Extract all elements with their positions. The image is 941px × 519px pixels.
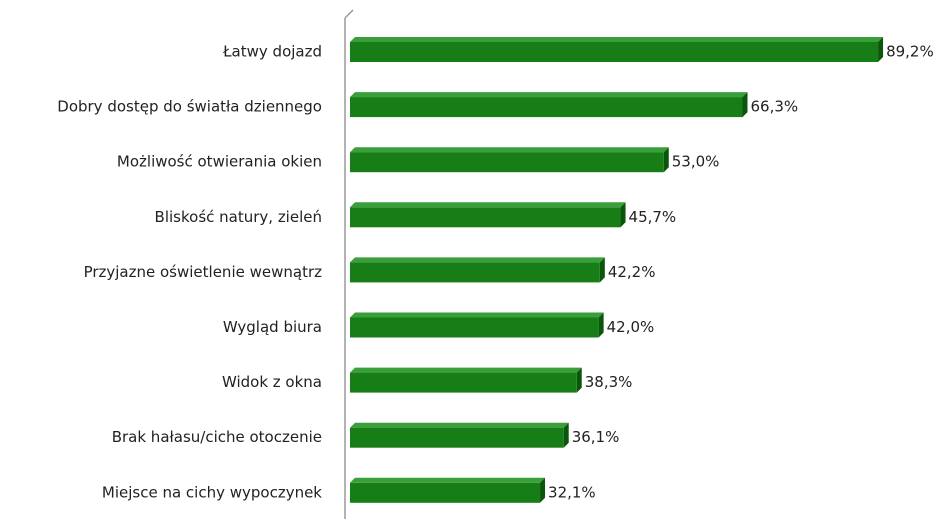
bar-side [599, 257, 605, 283]
value-label: 42,2% [608, 263, 656, 281]
value-label: 53,0% [672, 153, 720, 171]
value-label: 89,2% [886, 43, 934, 61]
bar [350, 207, 621, 228]
bar-top [350, 477, 546, 483]
bar-side [598, 312, 604, 338]
bar-side [663, 147, 669, 173]
bar-top [350, 92, 748, 98]
bar-top [350, 312, 604, 318]
value-label: 42,0% [607, 318, 655, 336]
bar [350, 427, 564, 448]
category-label: Miejsce na cichy wypoczynek [102, 483, 322, 501]
bar-side [540, 477, 546, 503]
category-label: Możliwość otwierania okien [117, 153, 322, 171]
bar-side [620, 202, 626, 228]
category-label: Przyjazne oświetlenie wewnątrz [84, 263, 323, 281]
bar [350, 97, 743, 118]
category-label: Brak hałasu/ciche otoczenie [112, 428, 322, 446]
category-label: Łatwy dojazd [222, 43, 322, 61]
bar-side [563, 422, 569, 448]
bar [350, 317, 599, 338]
value-label: 66,3% [750, 98, 798, 116]
bar-top [350, 367, 582, 373]
category-label: Bliskość natury, zieleń [155, 208, 322, 226]
bar-side [742, 92, 748, 118]
bar [350, 482, 541, 503]
bar-top [350, 422, 569, 428]
value-label: 36,1% [572, 428, 620, 446]
bar [350, 152, 664, 173]
axis-wall [344, 9, 354, 519]
bar-side [576, 367, 582, 393]
value-label: 38,3% [585, 373, 633, 391]
value-label: 45,7% [629, 208, 677, 226]
category-label: Dobry dostęp do światła dziennego [57, 98, 322, 116]
value-label: 32,1% [548, 483, 596, 501]
bar-top [350, 202, 626, 208]
category-label: Wygląd biura [223, 318, 322, 336]
category-label: Widok z okna [222, 373, 322, 391]
bar-top [350, 257, 605, 263]
bar-top [350, 147, 669, 153]
bar [350, 262, 600, 283]
bar-side [878, 37, 884, 62]
bar [350, 42, 879, 62]
bar-top [350, 37, 884, 42]
axis-depth [344, 9, 354, 19]
bar [350, 372, 577, 393]
